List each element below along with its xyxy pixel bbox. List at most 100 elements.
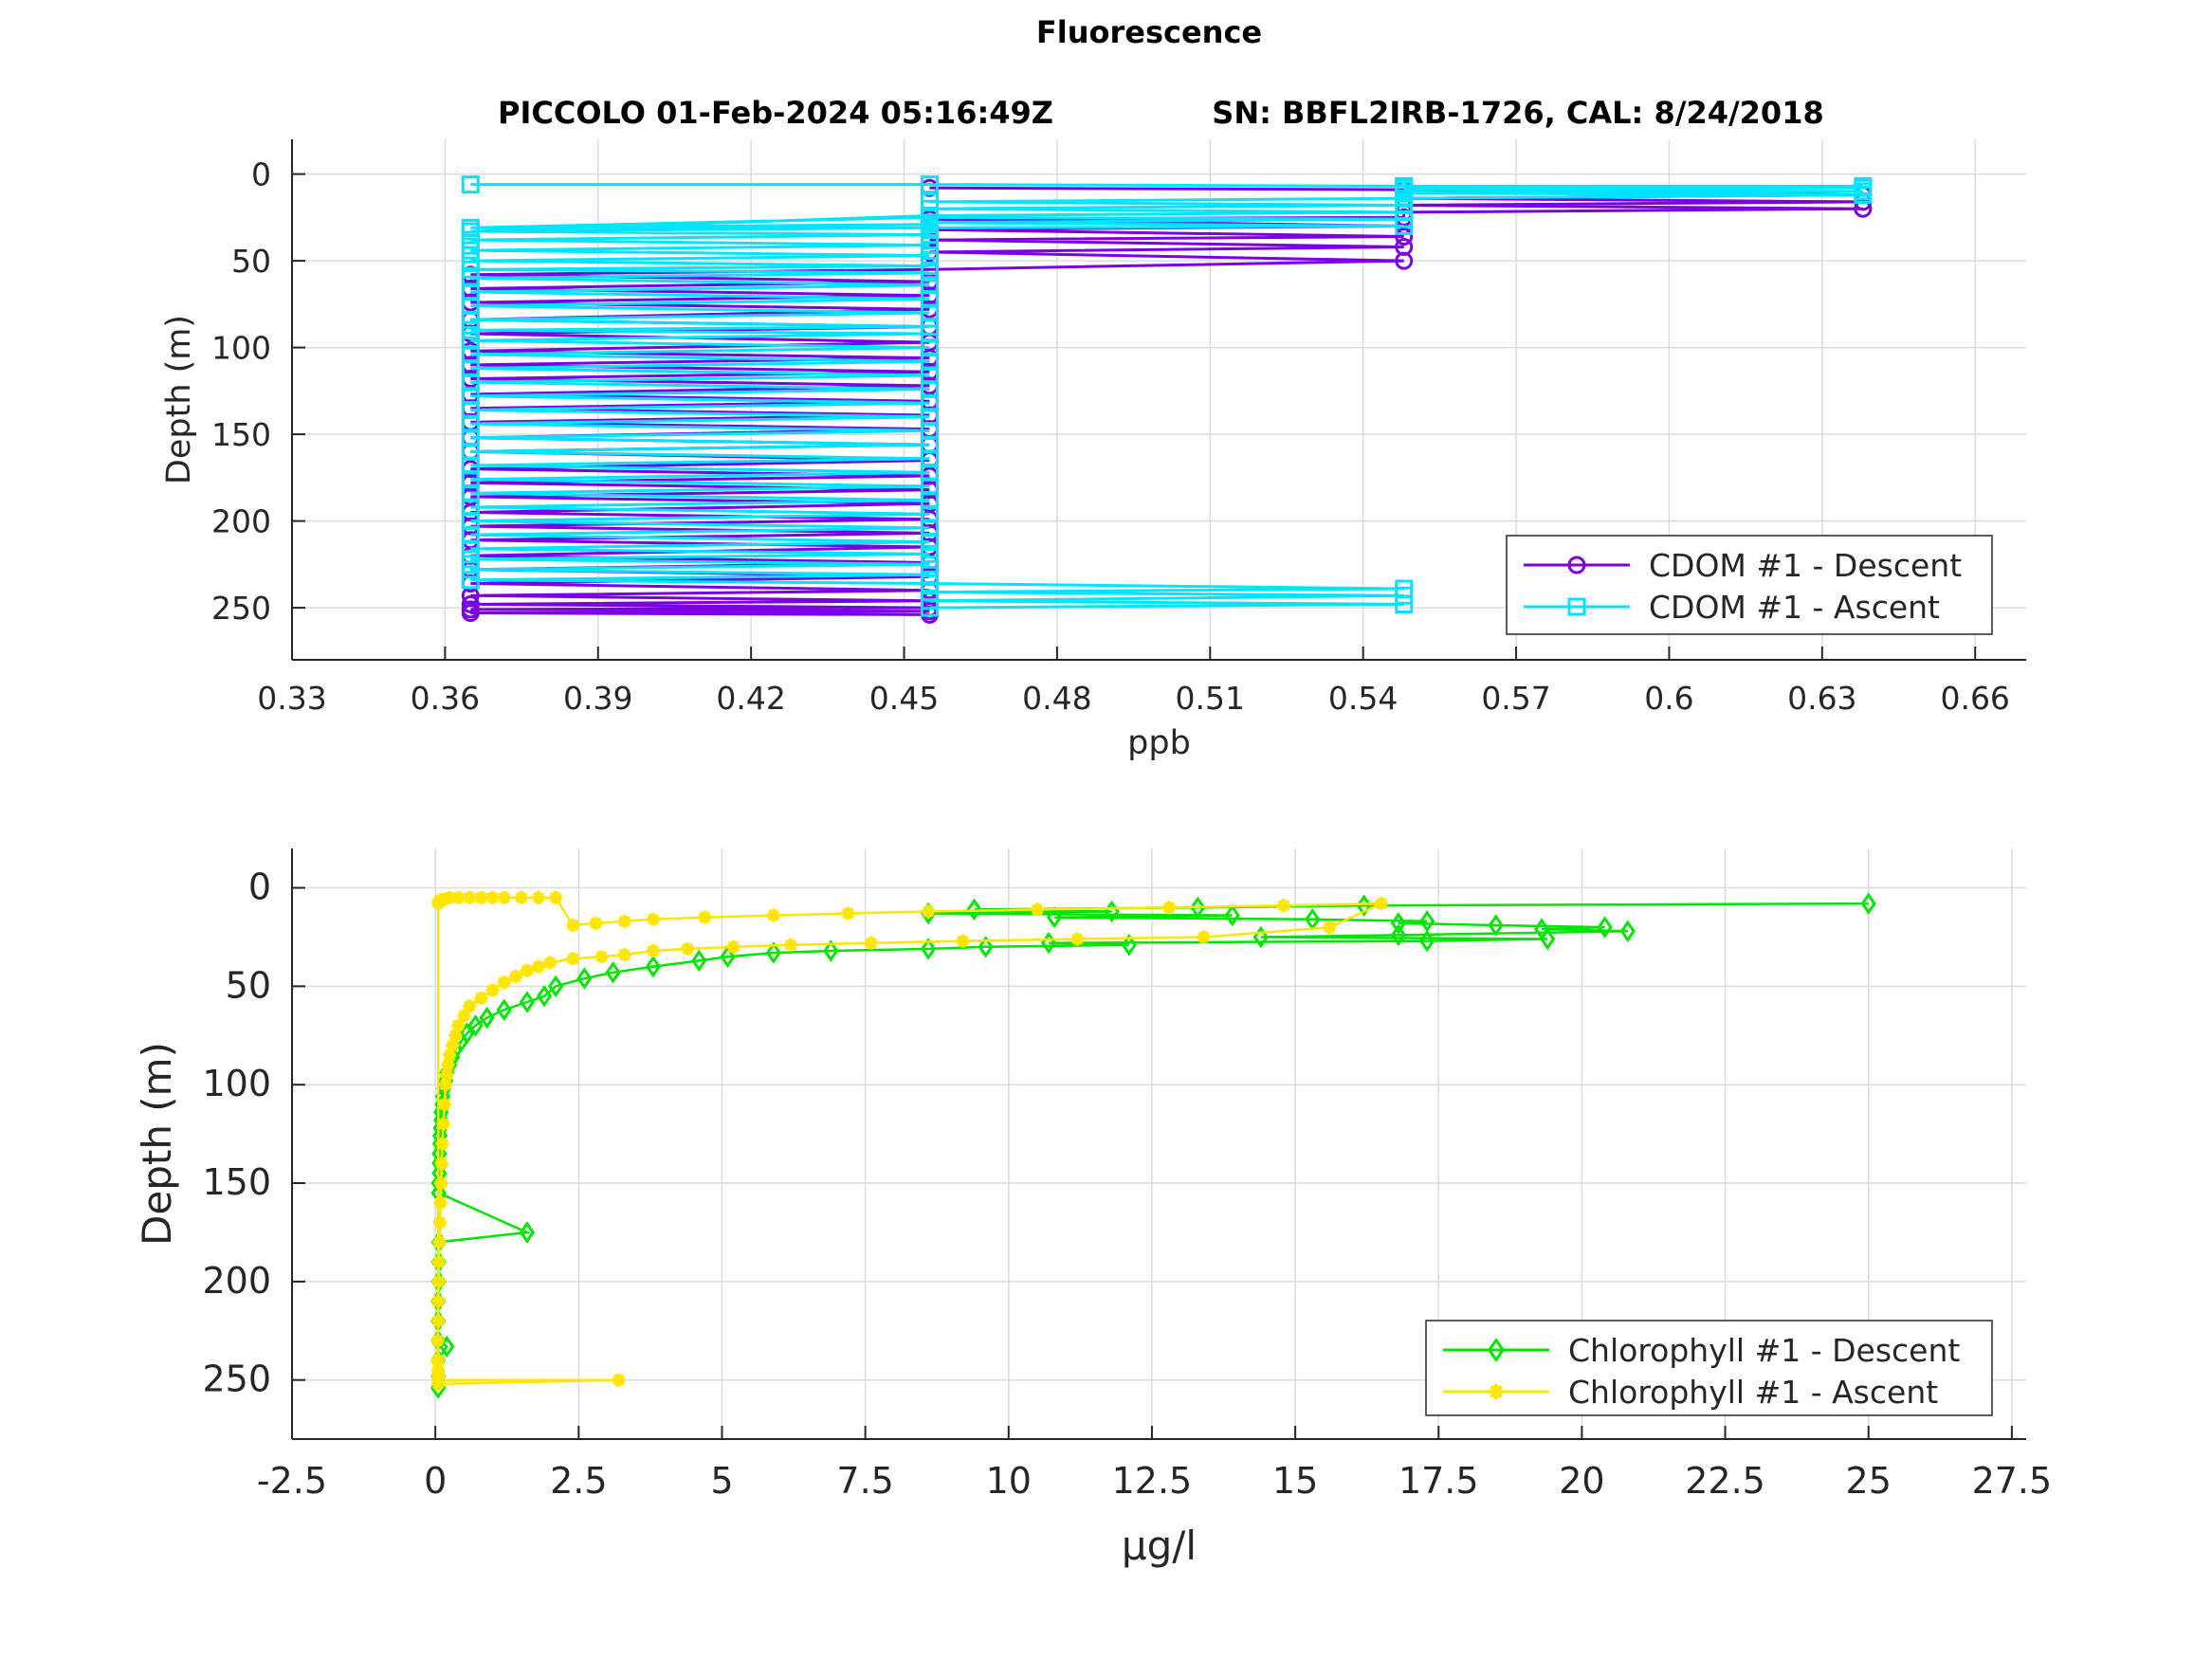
- chl-series-1-point: [474, 890, 488, 904]
- cdom-series-1-point: [461, 320, 480, 339]
- cdom-x-tick-label: 0.6: [1644, 680, 1693, 717]
- chl-series-0-point: [1047, 905, 1063, 929]
- cdom-legend: CDOM #1 - Descent CDOM #1 - Ascent: [1506, 535, 1993, 635]
- chl-x-tick-label: 15: [1272, 1460, 1318, 1502]
- cdom-series-1-point: [920, 226, 939, 245]
- chl-series-1-point: [617, 948, 631, 962]
- cdom-legend-entry-0: CDOM #1 - Descent: [1524, 547, 1962, 584]
- chl-x-tick-label: 0: [424, 1460, 447, 1502]
- cdom-series-1-point: [461, 571, 480, 590]
- chl-series-1-point: [1070, 932, 1085, 946]
- chl-series-1-point: [1374, 897, 1388, 911]
- chl-series-1-point: [440, 1067, 454, 1082]
- chl-series-1-point: [922, 904, 936, 919]
- cdom-y-tick-label: 100: [211, 330, 271, 367]
- chl-series-1-point: [646, 943, 660, 957]
- cdom-x-tick-label: 0.51: [1176, 680, 1245, 717]
- chl-series-1-point: [485, 983, 500, 997]
- cdom-series-1-point: [461, 260, 480, 279]
- cdom-x-tick-label: 0.54: [1328, 680, 1398, 717]
- chl-series-1-point: [726, 939, 740, 954]
- chl-series-0-point: [765, 941, 782, 964]
- cdom-chart: 0.33 0.36 0.39 0.42 0.45 0.48 0.51 0.54 0.57 0.6 0…: [160, 139, 2026, 762]
- chl-y-tick-label: 50: [226, 964, 271, 1006]
- chl-series-0-point: [1390, 912, 1407, 935]
- cdom-series-1-point: [461, 241, 480, 260]
- chl-series-0-point: [576, 967, 593, 990]
- chlorophyll-chart: -2.5 0 2.5 5 7.5 10 12.5 15 17.5 20 22.5 25 27.5 0 50 1…: [134, 848, 2052, 1569]
- cdom-legend-label: CDOM #1 - Descent: [1649, 547, 1962, 584]
- chl-series-0-point: [496, 998, 512, 1022]
- cdom-series-1-point: [920, 324, 939, 343]
- chl-series-1-point: [434, 1157, 448, 1171]
- chl-series-0-point: [1190, 896, 1206, 920]
- chl-legend-marker: [1487, 1337, 1506, 1363]
- chl-series-1-point: [543, 956, 558, 970]
- chl-series-1-point: [1162, 901, 1177, 915]
- chl-series-1-point: [698, 910, 712, 924]
- chl-series-0-point: [978, 936, 994, 958]
- cdom-series-1-point: [461, 230, 480, 249]
- cdom-series-1-point: [920, 264, 939, 283]
- cdom-series-1-point: [920, 257, 939, 276]
- cdom-series-1-point: [920, 246, 939, 265]
- chl-series-1-point: [457, 1009, 471, 1023]
- chl-x-tick-label: -2.5: [257, 1460, 327, 1502]
- chl-series-1-point: [612, 1373, 626, 1387]
- cdom-series-1-point: [920, 583, 939, 602]
- chl-x-axis-label: μg/l: [1122, 1522, 1197, 1569]
- chl-y-tick-label: 250: [202, 1358, 271, 1400]
- chl-series-0-point: [1252, 925, 1269, 949]
- chl-series-1-point: [441, 1058, 455, 1072]
- cdom-series-1-point: [461, 331, 480, 350]
- chl-series-1-point: [617, 914, 631, 928]
- chl-series-0-point: [548, 975, 564, 998]
- cdom-series-1-point: [920, 276, 939, 295]
- cdom-series-1-point: [1395, 176, 1414, 195]
- cdom-x-tick-label: 0.66: [1940, 680, 2009, 717]
- chl-series-1-point: [443, 1048, 457, 1063]
- cdom-series-1-point: [461, 268, 480, 287]
- cdom-series-1-point: [920, 565, 939, 584]
- cdom-legend-entry-1: CDOM #1 - Ascent: [1524, 589, 1940, 626]
- chl-legend-entry-1: Chlorophyll #1 - Ascent: [1443, 1374, 1938, 1411]
- chl-series-1-point: [430, 1334, 445, 1348]
- figure-subtitle-left: PICCOLO 01-Feb-2024 05:16:49Z: [498, 95, 1053, 131]
- cdom-legend-label: CDOM #1 - Ascent: [1649, 589, 1940, 626]
- chl-legend-label: Chlorophyll #1 - Ascent: [1568, 1374, 1938, 1411]
- cdom-x-axis-label: ppb: [1127, 724, 1191, 762]
- cdom-x-tick-label: 0.63: [1787, 680, 1856, 717]
- chl-series-0-point: [720, 945, 736, 968]
- chl-series-1-point: [463, 890, 477, 904]
- chl-series-1-point: [681, 941, 695, 956]
- chl-series-1-point: [437, 1097, 451, 1111]
- chl-series-1-point: [1197, 930, 1211, 944]
- chl-series-1-point: [594, 950, 609, 964]
- cdom-series-1-point: [461, 222, 480, 241]
- chl-series-1-point: [451, 890, 466, 904]
- chl-series-0-point: [691, 949, 707, 973]
- cdom-x-tick-label: 0.36: [411, 680, 480, 717]
- chl-series-1-point: [1031, 902, 1045, 917]
- chl-x-tick-label: 5: [710, 1460, 733, 1502]
- chl-series-1-point: [566, 952, 580, 966]
- chl-series-1-point: [443, 890, 457, 904]
- chl-series-1-point: [508, 969, 522, 983]
- cdom-legend-box: [1506, 535, 1993, 635]
- chl-series-0-point: [1390, 923, 1407, 947]
- chl-series-0-point: [966, 898, 982, 921]
- chl-series-1-point: [432, 1215, 447, 1230]
- chl-series-1-point: [485, 890, 500, 904]
- chl-series-1-point: [431, 1376, 446, 1391]
- chl-x-tick-label: 10: [986, 1460, 1032, 1502]
- chl-x-tick-label: 20: [1559, 1460, 1604, 1502]
- chl-legend-box: [1425, 1320, 1993, 1416]
- chl-series-1-point: [956, 934, 970, 948]
- cdom-series-1-point: [920, 544, 939, 563]
- cdom-series-1-point: [920, 192, 939, 211]
- chl-series-1-point: [435, 1137, 449, 1151]
- cdom-series-1-point: [920, 574, 939, 592]
- chl-series-0-point: [1540, 927, 1556, 951]
- chl-series-1-point: [784, 938, 798, 952]
- chl-series-1-point: [446, 1038, 460, 1052]
